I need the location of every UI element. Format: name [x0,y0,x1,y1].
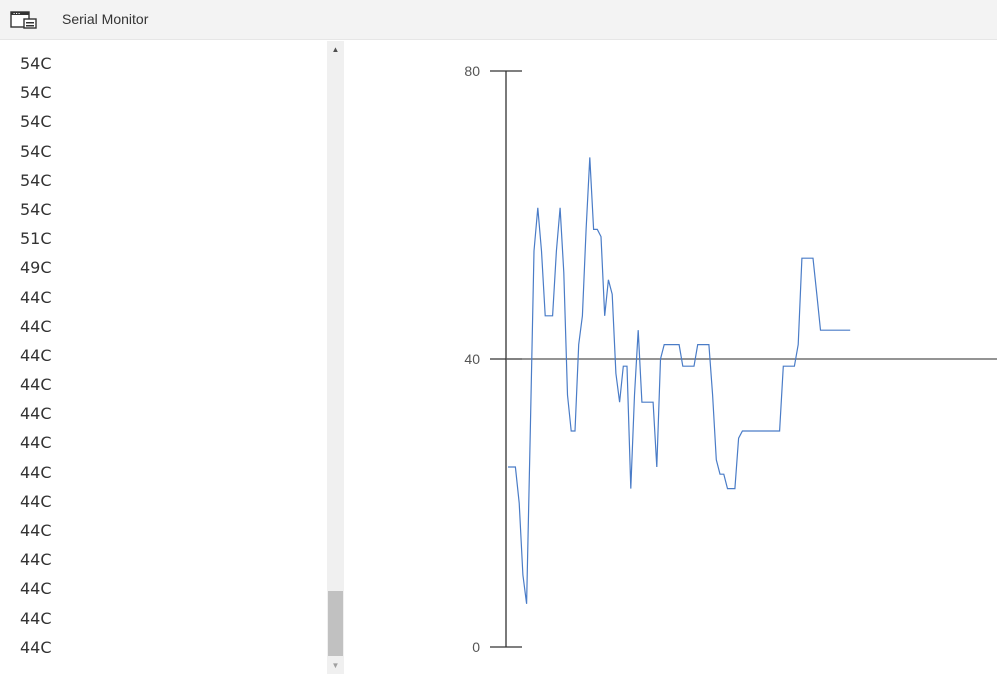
serial-output-line: 51C [20,229,52,249]
serial-output-line: 44C [20,550,52,570]
y-axis-tick-label: 80 [464,63,480,79]
serial-output-line: 44C [20,375,52,395]
serial-output-line: 54C [20,54,52,73]
scroll-down-arrow-icon[interactable]: ▼ [331,661,340,670]
serial-output-line: 44C [20,491,52,511]
serial-output-line: 54C [20,199,52,219]
serial-output-line: 44C [20,521,52,540]
serial-output-line: 44C [20,608,52,628]
serial-output-line: 44C [20,287,52,307]
output-scrollbar[interactable]: ▲ ▼ [327,41,344,674]
serial-output-line: 44C [20,404,52,424]
serial-output-line: 44C [20,579,52,599]
serial-monitor-window-icon [10,11,37,29]
serial-plotter-chart: 0 40 80 [464,63,997,655]
data-series-line [508,157,851,604]
serial-output-line: 44C [20,433,52,453]
y-axis-tick-label: 0 [472,639,480,655]
serial-output-line: 54C [20,141,52,161]
serial-output-lines: 54C 54C 54C 54C 54C 54C 51C 49C 44C 44C 44C 44C 44C 4… [20,49,52,662]
window-title: Serial Monitor [62,11,149,27]
scroll-thumb[interactable] [328,591,343,656]
serial-output-line: 49C [20,258,52,278]
scroll-up-arrow-icon[interactable]: ▲ [331,45,340,54]
serial-output-line: 54C [20,112,52,132]
serial-output-line: 54C [20,170,52,190]
serial-output-line: 44C [20,345,52,365]
serial-output-line: 44C [20,316,52,336]
y-axis-tick-label: 40 [464,351,480,367]
serial-output-line: 44C [20,462,52,482]
serial-output-line: 44C [20,637,52,657]
title-bar: Serial Monitor [0,0,997,40]
serial-output-line: 54C [20,83,52,103]
serial-output-panel[interactable]: 54C 54C 54C 54C 54C 54C 51C 49C 44C 44C 44C 44C 44C 4… [10,41,346,674]
